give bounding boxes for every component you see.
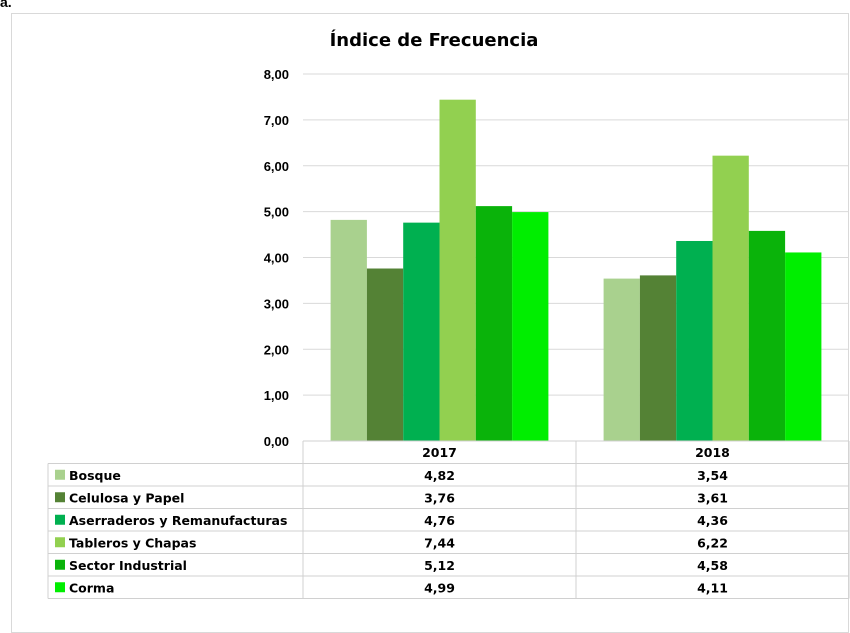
- y-tick-label: 1,00: [264, 388, 289, 403]
- y-tick-label: 7,00: [264, 113, 289, 128]
- data-label: 4,82: [424, 468, 455, 483]
- corner-label: a.: [0, 0, 12, 10]
- bar-tableros-y-chapas-2018: [712, 155, 749, 441]
- bars: [330, 99, 822, 441]
- data-label: 4,76: [424, 513, 455, 528]
- data-label: 7,44: [424, 535, 455, 550]
- data-label: 4,36: [697, 513, 728, 528]
- y-axis: 0,00 1,00 2,00 3,00 4,00 5,00 6,00 7,00 8,00: [264, 67, 289, 449]
- bar-celulosa-y-papel-2018: [639, 275, 677, 441]
- legend-key: [55, 559, 65, 570]
- y-tick-label: 4,00: [264, 251, 289, 266]
- y-tick-label: 6,00: [264, 159, 289, 174]
- legend-label: Bosque: [69, 468, 121, 483]
- data-label: 3,54: [697, 468, 728, 483]
- y-tick-label: 3,00: [264, 296, 289, 311]
- data-label: 4,99: [424, 580, 455, 595]
- category-label: 2018: [695, 445, 730, 460]
- bar-corma-2017: [512, 212, 549, 441]
- legend-label: Aserraderos y Remanufacturas: [69, 513, 287, 528]
- chart-title: Índice de Frecuencia: [330, 29, 539, 51]
- y-tick-label: 0,00: [264, 434, 289, 449]
- y-tick-label: 8,00: [264, 67, 289, 82]
- data-table: 2017 2018 Bosque 4,82 3,54 Celulosa y Papel 3,…: [47, 440, 850, 599]
- bar-tableros-y-chapas-2017: [439, 99, 476, 441]
- legend-key: [55, 469, 65, 480]
- bar-bosque-2017: [330, 219, 367, 441]
- y-tick-label: 2,00: [264, 342, 289, 357]
- bar-sector-industrial-2018: [748, 230, 786, 441]
- chart-svg: Índice de Frecuencia 0,00 1,00 2,00 3,00 4,0…: [47, 29, 850, 599]
- legend-label: Sector Industrial: [69, 558, 187, 573]
- data-label: 6,22: [697, 535, 728, 550]
- legend-key: [55, 514, 65, 525]
- legend-key: [55, 582, 65, 593]
- data-label: 3,76: [424, 490, 455, 505]
- bar-corma-2018: [785, 252, 822, 441]
- y-tick-label: 5,00: [264, 205, 289, 220]
- data-label: 4,58: [697, 558, 728, 573]
- data-label: 5,12: [424, 558, 455, 573]
- data-label: 3,61: [697, 490, 728, 505]
- legend-key: [55, 492, 65, 503]
- legend-label: Celulosa y Papel: [69, 490, 184, 505]
- bar-bosque-2018: [603, 278, 640, 441]
- legend-key: [55, 537, 65, 548]
- bar-sector-industrial-2017: [475, 206, 513, 441]
- category-label: 2017: [422, 445, 457, 460]
- legend-label: Corma: [69, 580, 114, 595]
- bar-celulosa-y-papel-2017: [366, 268, 404, 441]
- bar-aserraderos-y-remanufacturas-2018: [676, 240, 713, 441]
- data-label: 4,11: [697, 580, 728, 595]
- bar-aserraderos-y-remanufacturas-2017: [403, 222, 440, 441]
- legend-label: Tableros y Chapas: [69, 535, 196, 550]
